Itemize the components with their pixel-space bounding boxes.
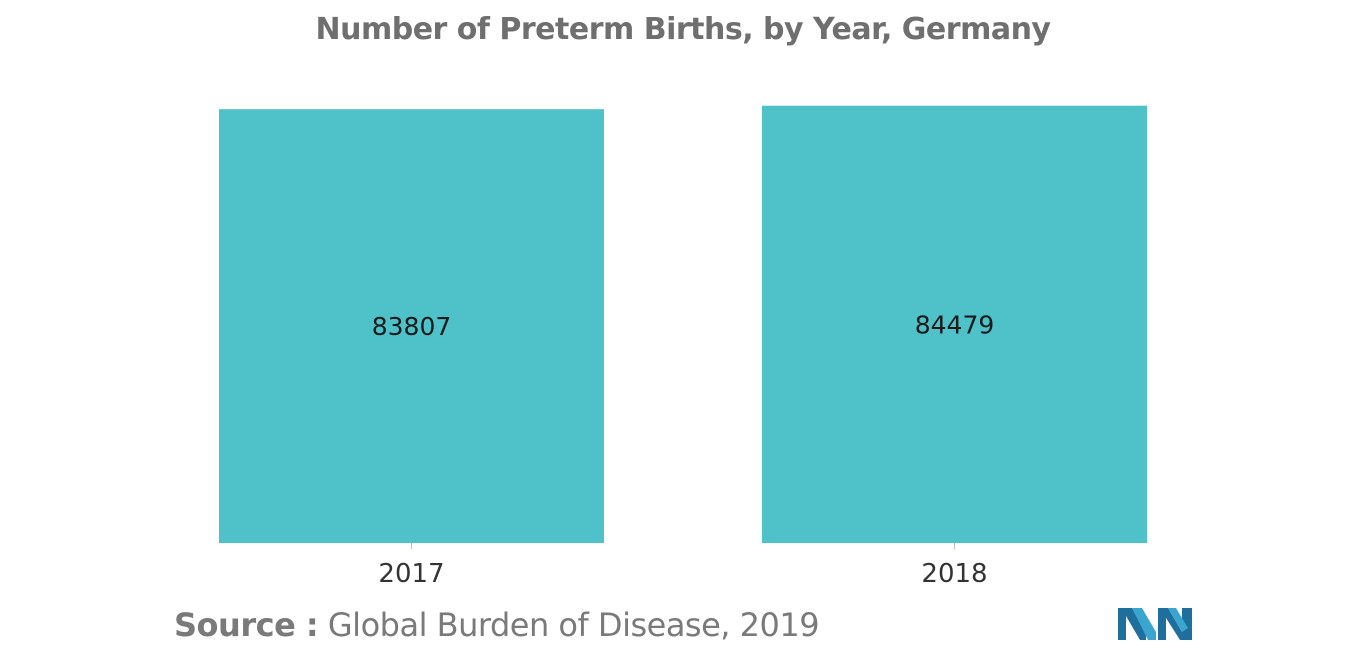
data-label-2017: 83807 [372, 312, 452, 341]
x-tick-label-2018: 2018 [921, 559, 987, 589]
source-text: Global Burden of Disease, 2019 [327, 606, 820, 644]
bar-2018 [762, 105, 1147, 544]
bar-2017 [219, 109, 604, 543]
brand-logo-icon [1118, 608, 1192, 640]
x-tick-label-2017: 2017 [378, 559, 444, 589]
data-label-2018: 84479 [915, 310, 995, 339]
source-note: Source : Global Burden of Disease, 2019 [174, 606, 820, 644]
source-label: Source : [174, 606, 319, 644]
chart-title: Number of Preterm Births, by Year, Germa… [315, 12, 1052, 47]
